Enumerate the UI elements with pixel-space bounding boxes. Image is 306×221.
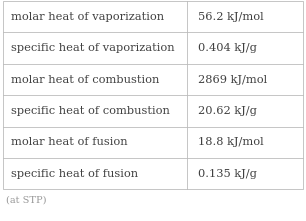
Text: 0.404 kJ/g: 0.404 kJ/g xyxy=(198,43,257,53)
Text: 2869 kJ/mol: 2869 kJ/mol xyxy=(198,74,267,85)
Text: molar heat of combustion: molar heat of combustion xyxy=(11,74,159,85)
Text: 56.2 kJ/mol: 56.2 kJ/mol xyxy=(198,12,264,22)
Text: specific heat of vaporization: specific heat of vaporization xyxy=(11,43,174,53)
Text: specific heat of fusion: specific heat of fusion xyxy=(11,169,138,179)
Text: 20.62 kJ/g: 20.62 kJ/g xyxy=(198,106,257,116)
Text: (at STP): (at STP) xyxy=(6,196,47,205)
Text: 18.8 kJ/mol: 18.8 kJ/mol xyxy=(198,137,264,147)
Bar xyxy=(3,1,303,189)
Text: 0.135 kJ/g: 0.135 kJ/g xyxy=(198,169,257,179)
Text: molar heat of fusion: molar heat of fusion xyxy=(11,137,127,147)
Text: specific heat of combustion: specific heat of combustion xyxy=(11,106,170,116)
Text: molar heat of vaporization: molar heat of vaporization xyxy=(11,12,164,22)
